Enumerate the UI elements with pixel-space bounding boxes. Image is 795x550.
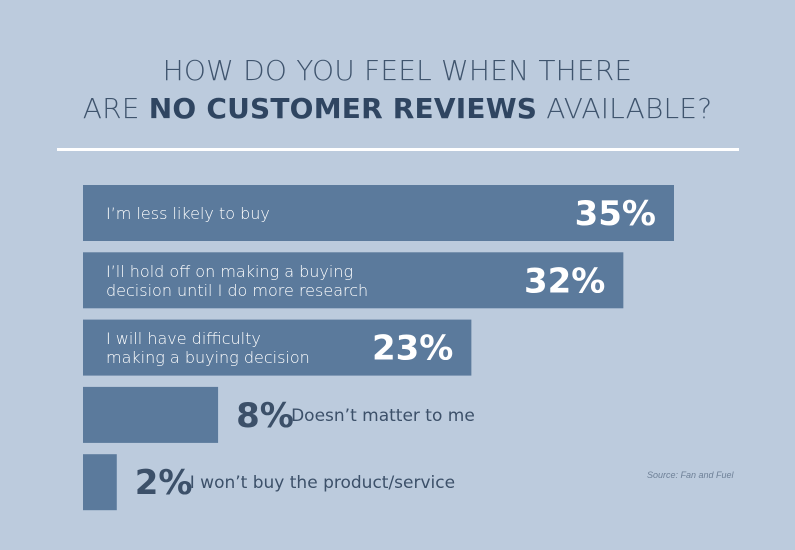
title-divider — [57, 148, 739, 151]
value-label: 8% — [236, 396, 294, 436]
bar — [83, 185, 674, 241]
bar — [83, 454, 117, 511]
category-label: decision until I do more research — [106, 281, 368, 300]
chart-title-line-1: HOW DO YOU FEEL WHEN THERE — [162, 54, 633, 87]
chart-title-line-2: ARE NO CUSTOMER REVIEWS AVAILABLE? — [0, 90, 795, 128]
category-label: I’m less likely to buy — [106, 204, 270, 223]
title-emphasis: NO CUSTOMER REVIEWS — [148, 92, 538, 125]
category-label: I will have difficulty — [106, 329, 261, 348]
category-label: I’ll hold off on making a buying — [106, 262, 353, 281]
category-label: I won’t buy the product/service — [190, 473, 455, 493]
source-note: Source: Fan and Fuel — [647, 470, 734, 480]
title-suffix: AVAILABLE? — [537, 92, 713, 125]
value-label: 35% — [575, 194, 656, 234]
value-label: 23% — [372, 329, 453, 369]
value-label: 32% — [524, 261, 605, 301]
value-label: 2% — [135, 463, 193, 503]
category-label: making a buying decision — [106, 348, 310, 367]
category-label: Doesn’t matter to me — [291, 406, 475, 426]
bar — [83, 386, 219, 443]
bar — [83, 319, 472, 376]
bar — [83, 252, 624, 309]
title-prefix: ARE — [82, 92, 149, 125]
